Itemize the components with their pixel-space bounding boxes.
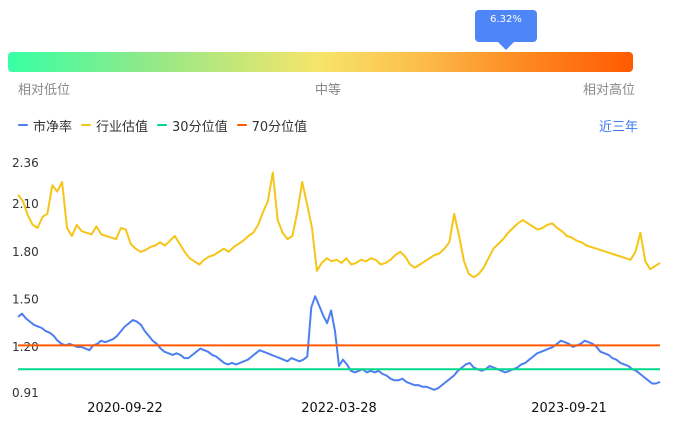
legend-line-industry [81,124,92,126]
y-tick-label: 1.80 [12,245,39,259]
y-tick-label: 0.91 [12,386,39,400]
high-position-label: 相对高位 [583,83,636,98]
legend-item-p30[interactable]: 30分位值 [157,116,228,135]
period-selector[interactable]: 近三年 [599,120,639,135]
legend-label-p30: 30分位值 [172,119,228,135]
legend-item-pb[interactable]: 市净率 [18,116,72,135]
y-tick-label: 1.20 [12,340,39,354]
industry-series-line [17,171,661,279]
legend-label-industry: 行业估值 [96,119,149,135]
x-tick-label: 2022-03-28 [301,401,377,416]
y-tick-label: 2.36 [12,156,39,170]
valuation-gradient-bar [8,52,633,72]
legend-item-industry[interactable]: 行业估值 [81,116,148,135]
legend-line-p30 [157,124,168,126]
legend-item-p70[interactable]: 70分位值 [236,116,308,135]
value-tooltip: 6.32% [475,10,537,50]
y-tick-label: 1.50 [12,292,39,306]
x-tick-label: 2020-09-22 [87,401,163,416]
pb-series-line [17,295,661,391]
low-position-label: 相对低位 [18,83,71,98]
legend-label-p70: 70分位值 [251,119,308,135]
x-tick-label: 2023-09-21 [531,401,607,416]
mid-position-label: 中等 [315,83,342,98]
chart-legend: 市净率 行业估值 30分位值 70分位值 [18,116,316,135]
value-tooltip-label: 6.32% [490,14,522,25]
y-tick-label: 2.10 [12,197,39,211]
legend-line-pb [18,124,28,126]
legend-line-p70 [236,124,247,126]
legend-label-pb: 市净率 [33,119,73,135]
